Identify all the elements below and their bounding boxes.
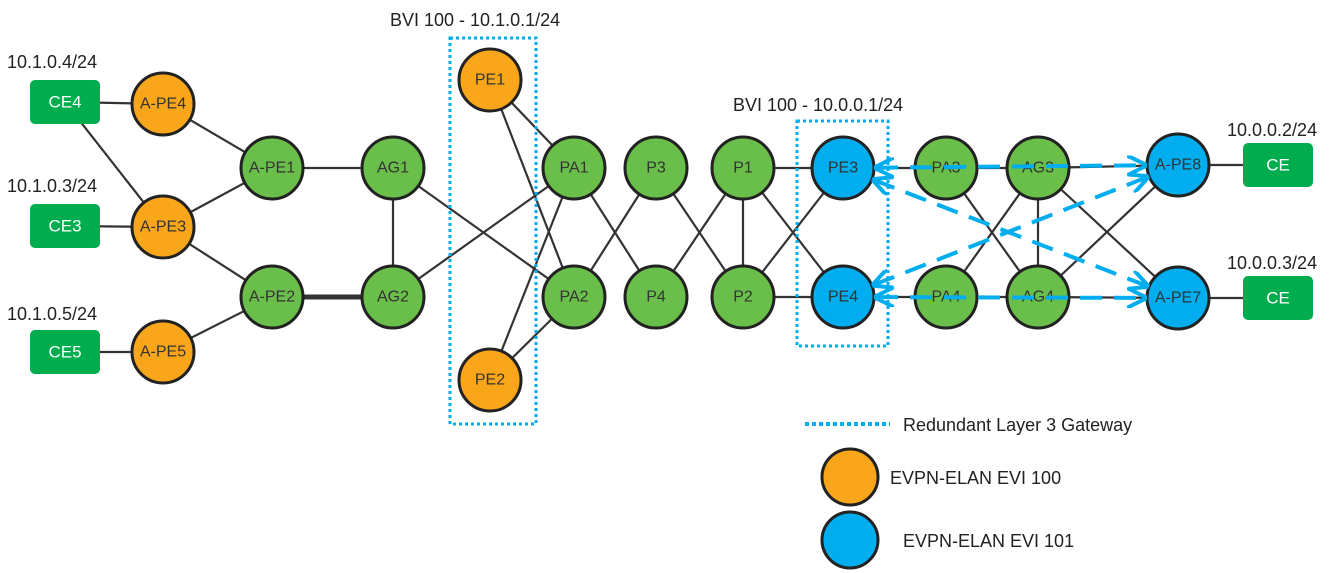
node-cer2[interactable]: CE [1243, 276, 1313, 320]
node-circle [541, 264, 607, 330]
node-ape5[interactable]: A-PE5 [130, 319, 196, 385]
node-label: PA1 [559, 160, 588, 177]
node-circle [457, 347, 523, 413]
node-label: CE [1266, 156, 1290, 175]
node-label: CE4 [48, 93, 81, 112]
node-label: PE4 [828, 289, 858, 306]
node-label: P1 [733, 160, 753, 177]
gateway-box-right [795, 119, 890, 348]
link-pe2-pa1 [488, 167, 576, 381]
nodes-layer: CE4 CE3 CE5 A-PE4 A-PE3 A-PE5 A-PE1 A-PE2 AG1 AG2… [30, 47, 1313, 413]
node-pe2[interactable]: PE2 [457, 347, 523, 413]
node-circle [623, 264, 689, 330]
ce-box [30, 80, 100, 124]
legend-evi101-label: EVPN-ELAN EVI 101 [903, 531, 1074, 551]
node-label: AG1 [377, 160, 409, 177]
node-ape2[interactable]: A-PE2 [239, 264, 305, 330]
node-circle [360, 135, 426, 201]
node-ape4[interactable]: A-PE4 [130, 71, 196, 137]
node-circle [130, 194, 196, 260]
legend: Redundant Layer 3 Gateway EVPN-ELAN EVI … [805, 415, 1132, 570]
node-label: PE1 [475, 72, 505, 89]
legend-gateway-label: Redundant Layer 3 Gateway [903, 415, 1132, 435]
node-label: PE3 [828, 160, 858, 177]
ce-box [30, 330, 100, 374]
ip-label-ce3: 10.1.0.3/24 [7, 176, 97, 196]
legend-evi100-swatch [820, 447, 880, 507]
links-layer [64, 79, 1278, 381]
node-p1[interactable]: P1 [710, 135, 776, 201]
node-label: A-PE5 [140, 344, 186, 361]
link-ag2-pa1 [392, 167, 575, 298]
node-label: P4 [646, 289, 666, 306]
node-label: A-PE2 [249, 289, 295, 306]
node-label: A-PE8 [1155, 157, 1201, 174]
bvi-label-left: BVI 100 - 10.1.0.1/24 [390, 10, 560, 30]
node-ape8[interactable]: A-PE8 [1145, 132, 1211, 198]
node-ag1[interactable]: AG1 [360, 135, 426, 201]
node-circle [457, 47, 523, 113]
node-label: P3 [646, 160, 666, 177]
node-pe3[interactable]: PE3 [810, 135, 876, 201]
evpn-path-pe4-ape8 [874, 177, 1148, 285]
ce-box [30, 204, 100, 248]
node-circle [239, 135, 305, 201]
node-pe1[interactable]: PE1 [457, 47, 523, 113]
node-p4[interactable]: P4 [623, 264, 689, 330]
node-label: P2 [733, 289, 753, 306]
node-label: PE2 [475, 372, 505, 389]
bvi-label-right: BVI 100 - 10.0.0.1/24 [733, 95, 903, 115]
node-p2[interactable]: P2 [710, 264, 776, 330]
ip-label-ce-bottom: 10.0.0.3/24 [1227, 253, 1317, 273]
legend-evi100-label: EVPN-ELAN EVI 100 [890, 468, 1061, 488]
link-pe1-pa2 [488, 79, 576, 298]
node-pe4[interactable]: PE4 [810, 264, 876, 330]
node-label: CE [1266, 289, 1290, 308]
node-ape3[interactable]: A-PE3 [130, 194, 196, 260]
gateway-box-left [448, 36, 538, 426]
evpn-path-pe3-ape8 [876, 165, 1145, 167]
node-circle [710, 135, 776, 201]
node-circle [541, 135, 607, 201]
node-p3[interactable]: P3 [623, 135, 689, 201]
ip-label-ce4: 10.1.0.4/24 [7, 52, 97, 72]
node-ce5[interactable]: CE5 [30, 330, 100, 374]
node-circle [239, 264, 305, 330]
node-label: CE3 [48, 217, 81, 236]
ce-box [1243, 143, 1313, 187]
legend-evi101-swatch [820, 510, 880, 570]
node-ape7[interactable]: A-PE7 [1145, 265, 1211, 331]
node-circle [130, 71, 196, 137]
node-label: A-PE1 [249, 160, 295, 177]
evpn-paths-layer [874, 165, 1148, 298]
node-label: A-PE7 [1155, 290, 1201, 307]
ip-label-ce5: 10.1.0.5/24 [7, 304, 97, 324]
node-label: A-PE4 [140, 96, 186, 113]
node-pa1[interactable]: PA1 [541, 135, 607, 201]
node-cer1[interactable]: CE [1243, 143, 1313, 187]
node-ce3[interactable]: CE3 [30, 204, 100, 248]
node-circle [710, 264, 776, 330]
node-ce4[interactable]: CE4 [30, 80, 100, 124]
evpn-path-pe4-ape7 [876, 297, 1145, 298]
ce-box [1243, 276, 1313, 320]
node-circle [623, 135, 689, 201]
node-label: PA2 [559, 289, 588, 306]
node-label: AG2 [377, 289, 409, 306]
ip-label-ce-top: 10.0.0.2/24 [1227, 120, 1317, 140]
node-circle [360, 264, 426, 330]
node-ag2[interactable]: AG2 [360, 264, 426, 330]
node-label: A-PE3 [140, 219, 186, 236]
node-circle [130, 319, 196, 385]
node-label: CE5 [48, 343, 81, 362]
node-pa2[interactable]: PA2 [541, 264, 607, 330]
node-ape1[interactable]: A-PE1 [239, 135, 305, 201]
